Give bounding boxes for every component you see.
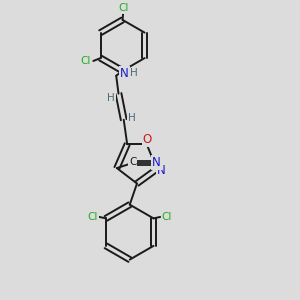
Text: O: O (143, 133, 152, 146)
Text: Cl: Cl (88, 212, 98, 222)
Text: N: N (152, 156, 161, 170)
Text: Cl: Cl (161, 212, 172, 222)
Text: C: C (129, 157, 136, 167)
Text: H: H (128, 113, 136, 123)
Text: N: N (120, 67, 129, 80)
Text: Cl: Cl (118, 3, 128, 13)
Text: H: H (107, 93, 115, 103)
Text: Cl: Cl (81, 56, 91, 66)
Text: N: N (157, 164, 166, 177)
Text: H: H (130, 68, 138, 78)
